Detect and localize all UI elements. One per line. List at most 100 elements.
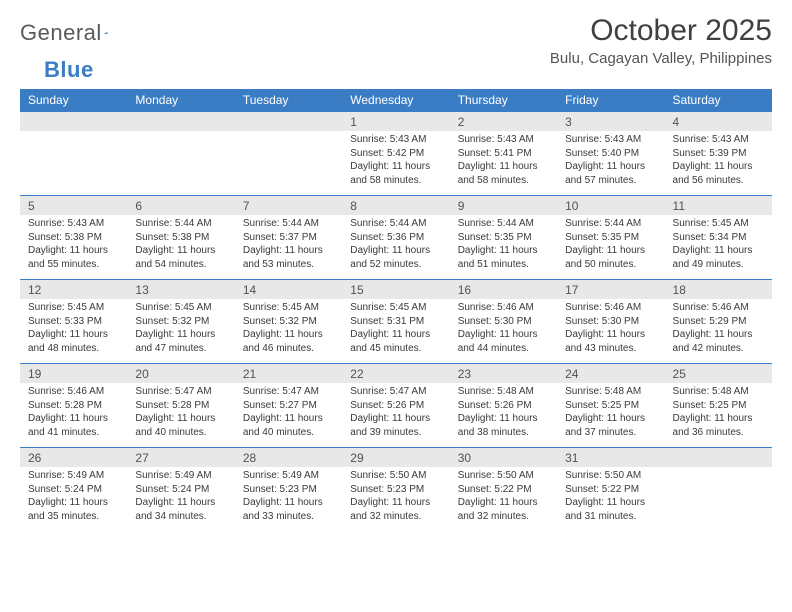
day-number-cell: 19 xyxy=(20,364,127,384)
day-data-cell: Sunrise: 5:49 AMSunset: 5:23 PMDaylight:… xyxy=(235,467,342,531)
day-day2: and 50 minutes. xyxy=(565,258,656,272)
week-num-row: 567891011 xyxy=(20,196,772,216)
day-data-cell xyxy=(665,467,772,531)
day-data-cell: Sunrise: 5:49 AMSunset: 5:24 PMDaylight:… xyxy=(127,467,234,531)
day-data-cell: Sunrise: 5:48 AMSunset: 5:25 PMDaylight:… xyxy=(557,383,664,448)
day-day2: and 31 minutes. xyxy=(565,510,656,524)
day-sunset: Sunset: 5:41 PM xyxy=(458,147,549,161)
day-sunrise: Sunrise: 5:45 AM xyxy=(135,301,226,315)
location-text: Bulu, Cagayan Valley, Philippines xyxy=(550,50,772,67)
day-number-cell: 16 xyxy=(450,280,557,300)
week-num-row: 1234 xyxy=(20,112,772,132)
day-sunset: Sunset: 5:24 PM xyxy=(135,483,226,497)
day-sunset: Sunset: 5:33 PM xyxy=(28,315,119,329)
week-data-row: Sunrise: 5:43 AMSunset: 5:42 PMDaylight:… xyxy=(20,131,772,196)
day-sunrise: Sunrise: 5:44 AM xyxy=(350,217,441,231)
day-number-cell: 20 xyxy=(127,364,234,384)
week-data-row: Sunrise: 5:43 AMSunset: 5:38 PMDaylight:… xyxy=(20,215,772,280)
day-day2: and 35 minutes. xyxy=(28,510,119,524)
day-sunset: Sunset: 5:22 PM xyxy=(458,483,549,497)
day-day1: Daylight: 11 hours xyxy=(673,328,764,342)
day-data-cell: Sunrise: 5:46 AMSunset: 5:30 PMDaylight:… xyxy=(450,299,557,364)
day-number-cell: 15 xyxy=(342,280,449,300)
day-data-cell: Sunrise: 5:50 AMSunset: 5:22 PMDaylight:… xyxy=(557,467,664,531)
day-number-cell xyxy=(127,112,234,132)
day-number-cell: 31 xyxy=(557,448,664,468)
day-number-cell: 26 xyxy=(20,448,127,468)
day-day2: and 36 minutes. xyxy=(673,426,764,440)
day-day2: and 54 minutes. xyxy=(135,258,226,272)
day-day1: Daylight: 11 hours xyxy=(565,160,656,174)
dayhead-thu: Thursday xyxy=(450,89,557,112)
day-sunset: Sunset: 5:22 PM xyxy=(565,483,656,497)
day-day1: Daylight: 11 hours xyxy=(135,496,226,510)
day-sunrise: Sunrise: 5:44 AM xyxy=(458,217,549,231)
day-data-cell: Sunrise: 5:43 AMSunset: 5:41 PMDaylight:… xyxy=(450,131,557,196)
day-sunrise: Sunrise: 5:49 AM xyxy=(28,469,119,483)
day-sunrise: Sunrise: 5:45 AM xyxy=(28,301,119,315)
day-number-cell: 30 xyxy=(450,448,557,468)
day-data-cell xyxy=(20,131,127,196)
day-day1: Daylight: 11 hours xyxy=(458,244,549,258)
day-data-cell: Sunrise: 5:50 AMSunset: 5:23 PMDaylight:… xyxy=(342,467,449,531)
day-sunrise: Sunrise: 5:45 AM xyxy=(673,217,764,231)
day-day2: and 40 minutes. xyxy=(135,426,226,440)
week-num-row: 19202122232425 xyxy=(20,364,772,384)
day-data-cell: Sunrise: 5:46 AMSunset: 5:30 PMDaylight:… xyxy=(557,299,664,364)
day-day2: and 55 minutes. xyxy=(28,258,119,272)
day-data-cell: Sunrise: 5:47 AMSunset: 5:28 PMDaylight:… xyxy=(127,383,234,448)
week-num-row: 12131415161718 xyxy=(20,280,772,300)
day-data-cell xyxy=(235,131,342,196)
day-number-cell xyxy=(235,112,342,132)
day-day1: Daylight: 11 hours xyxy=(135,412,226,426)
day-sunset: Sunset: 5:25 PM xyxy=(673,399,764,413)
day-day2: and 47 minutes. xyxy=(135,342,226,356)
day-sunrise: Sunrise: 5:46 AM xyxy=(28,385,119,399)
day-sunrise: Sunrise: 5:43 AM xyxy=(565,133,656,147)
day-number-cell: 24 xyxy=(557,364,664,384)
day-sunrise: Sunrise: 5:47 AM xyxy=(135,385,226,399)
day-data-cell: Sunrise: 5:47 AMSunset: 5:26 PMDaylight:… xyxy=(342,383,449,448)
day-number-cell xyxy=(665,448,772,468)
day-data-cell xyxy=(127,131,234,196)
day-number-cell: 3 xyxy=(557,112,664,132)
day-sunrise: Sunrise: 5:43 AM xyxy=(458,133,549,147)
logo-text-blue: Blue xyxy=(44,57,94,83)
day-day1: Daylight: 11 hours xyxy=(565,328,656,342)
title-block: October 2025 Bulu, Cagayan Valley, Phili… xyxy=(550,14,772,67)
day-sunrise: Sunrise: 5:46 AM xyxy=(565,301,656,315)
week-data-row: Sunrise: 5:49 AMSunset: 5:24 PMDaylight:… xyxy=(20,467,772,531)
day-day2: and 32 minutes. xyxy=(350,510,441,524)
day-day1: Daylight: 11 hours xyxy=(565,244,656,258)
day-day2: and 58 minutes. xyxy=(350,174,441,188)
day-header-row: Sunday Monday Tuesday Wednesday Thursday… xyxy=(20,89,772,112)
day-sunrise: Sunrise: 5:45 AM xyxy=(350,301,441,315)
day-day1: Daylight: 11 hours xyxy=(458,328,549,342)
day-sunset: Sunset: 5:26 PM xyxy=(458,399,549,413)
day-data-cell: Sunrise: 5:50 AMSunset: 5:22 PMDaylight:… xyxy=(450,467,557,531)
day-sunrise: Sunrise: 5:43 AM xyxy=(350,133,441,147)
day-day2: and 49 minutes. xyxy=(673,258,764,272)
day-sunset: Sunset: 5:30 PM xyxy=(458,315,549,329)
day-day1: Daylight: 11 hours xyxy=(350,412,441,426)
day-data-cell: Sunrise: 5:45 AMSunset: 5:34 PMDaylight:… xyxy=(665,215,772,280)
day-sunrise: Sunrise: 5:47 AM xyxy=(350,385,441,399)
day-sunrise: Sunrise: 5:44 AM xyxy=(135,217,226,231)
day-day1: Daylight: 11 hours xyxy=(458,496,549,510)
day-data-cell: Sunrise: 5:48 AMSunset: 5:25 PMDaylight:… xyxy=(665,383,772,448)
day-number-cell: 8 xyxy=(342,196,449,216)
day-day2: and 45 minutes. xyxy=(350,342,441,356)
day-day2: and 46 minutes. xyxy=(243,342,334,356)
week-data-row: Sunrise: 5:45 AMSunset: 5:33 PMDaylight:… xyxy=(20,299,772,364)
day-day2: and 39 minutes. xyxy=(350,426,441,440)
day-day2: and 51 minutes. xyxy=(458,258,549,272)
day-sunrise: Sunrise: 5:44 AM xyxy=(243,217,334,231)
day-data-cell: Sunrise: 5:45 AMSunset: 5:32 PMDaylight:… xyxy=(235,299,342,364)
day-number-cell: 11 xyxy=(665,196,772,216)
day-day1: Daylight: 11 hours xyxy=(243,412,334,426)
day-number-cell: 27 xyxy=(127,448,234,468)
day-number-cell: 9 xyxy=(450,196,557,216)
day-day2: and 43 minutes. xyxy=(565,342,656,356)
day-day1: Daylight: 11 hours xyxy=(350,244,441,258)
day-data-cell: Sunrise: 5:43 AMSunset: 5:42 PMDaylight:… xyxy=(342,131,449,196)
